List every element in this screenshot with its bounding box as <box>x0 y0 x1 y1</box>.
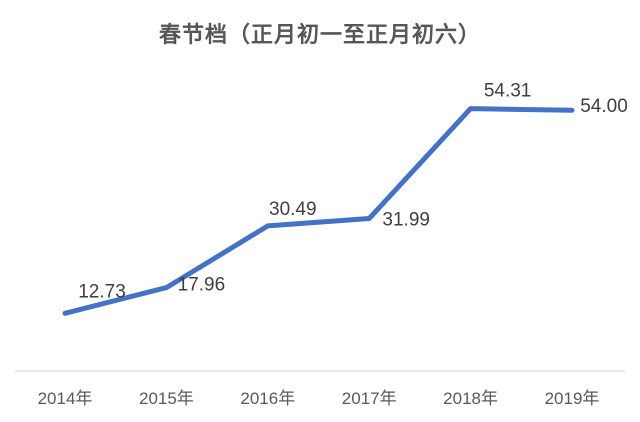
data-label: 12.73 <box>78 281 126 302</box>
data-label: 54.31 <box>484 81 532 102</box>
x-tick-label: 2019年 <box>545 389 600 408</box>
data-label: 17.96 <box>178 275 226 296</box>
x-tick-label: 2017年 <box>342 389 397 408</box>
x-tick-label: 2015年 <box>139 389 194 408</box>
data-label: 30.49 <box>269 199 317 220</box>
data-label: 31.99 <box>382 210 430 231</box>
x-tick-label: 2018年 <box>443 389 498 408</box>
chart-title: 春节档（正月初一至正月初六） <box>158 22 481 47</box>
x-tick-label: 2016年 <box>240 389 295 408</box>
data-label: 54.00 <box>580 96 628 117</box>
x-tick-label: 2014年 <box>38 389 93 408</box>
series-line <box>62 106 575 316</box>
